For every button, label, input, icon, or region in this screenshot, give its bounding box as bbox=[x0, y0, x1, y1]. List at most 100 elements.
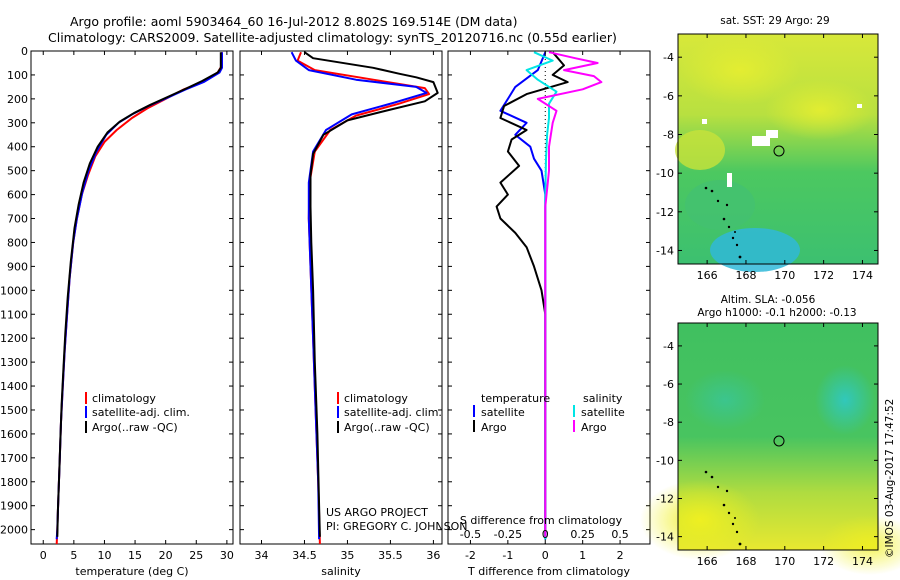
y-tick-label: 1500 bbox=[0, 404, 28, 417]
sst-map-title: sat. SST: 29 Argo: 29 bbox=[720, 15, 830, 27]
y-tick-label: 1400 bbox=[0, 380, 28, 393]
map-y-tick-label: -14 bbox=[656, 531, 674, 544]
map-y-tick-label: -12 bbox=[656, 492, 674, 505]
argo-location-marker bbox=[773, 145, 785, 157]
x-tick-label: 20 bbox=[159, 549, 173, 562]
legend-sal-argo-label: Argo bbox=[581, 421, 607, 434]
map-y-tick-label: -6 bbox=[663, 378, 674, 391]
sst-map-axes: 166 168 170 172 174 -4 -6 -8 -10 -12 -14 bbox=[656, 34, 878, 282]
legend-salinity-title: salinity bbox=[583, 392, 623, 405]
series-line-temperature-argo bbox=[495, 51, 569, 537]
y-tick-label: 1000 bbox=[0, 284, 28, 297]
figure-title-line1: Argo profile: aoml 5903464_60 16-Jul-201… bbox=[70, 14, 517, 29]
x-tick-label: 34 bbox=[254, 549, 268, 562]
secondary-x-tick-label: 0.5 bbox=[611, 528, 629, 541]
sst-map bbox=[675, 33, 879, 272]
temperature-xlabel: temperature (deg C) bbox=[75, 565, 188, 578]
y-tick-label: 800 bbox=[7, 236, 28, 249]
series-line-climatology bbox=[55, 52, 223, 544]
map-y-tick-label: -10 bbox=[656, 167, 674, 180]
legend-argo-label: Argo(..raw -QC) bbox=[92, 421, 178, 434]
map-y-tick-label: -4 bbox=[663, 51, 674, 64]
depth-axis-labels: 0 100 200 300 400 500 600 700 800 900 1000 1100 1200… bbox=[0, 45, 28, 537]
y-tick-label: 700 bbox=[7, 213, 28, 226]
y-tick-label: 2000 bbox=[0, 524, 28, 537]
legend-climatology-label: climatology bbox=[92, 392, 156, 405]
imos-credit: ©IMOS 03-Aug-2017 17:47:52 bbox=[884, 399, 896, 558]
series-line-argo-raw-qc bbox=[56, 52, 222, 537]
secondary-x-tick-label: 0 bbox=[542, 528, 549, 541]
secondary-x-tick-label: 0.25 bbox=[570, 528, 595, 541]
series-line-satellite-adj-clim bbox=[55, 52, 223, 540]
y-tick-label: 1800 bbox=[0, 476, 28, 489]
legend-temp-satellite-label: satellite bbox=[481, 406, 525, 419]
x-tick-label: 25 bbox=[189, 549, 203, 562]
salinity-xlabel: salinity bbox=[321, 565, 361, 578]
axis-ticks: 0 5 10 15 20 25 30 34 34.5 35 35.5 36 -2 -1 0 1 2 -0.5 -0.… bbox=[31, 50, 650, 562]
pi-annotation: PI: GREGORY C. JOHNSON bbox=[326, 520, 467, 533]
x-tick-label: 15 bbox=[128, 549, 142, 562]
legend-climatology-label: climatology bbox=[344, 392, 408, 405]
x-tick-label: 35 bbox=[340, 549, 354, 562]
argo-location-marker bbox=[773, 435, 785, 447]
difference-legend: temperature salinity satellite Argo sate… bbox=[473, 392, 625, 434]
x-tick-label: 35.5 bbox=[378, 549, 403, 562]
y-tick-label: 100 bbox=[7, 69, 28, 82]
map-x-tick-label: 172 bbox=[813, 269, 834, 282]
y-tick-label: 1900 bbox=[0, 500, 28, 513]
sla-map bbox=[640, 322, 900, 575]
difference-panel-frame bbox=[447, 50, 651, 545]
map-y-tick-label: -4 bbox=[663, 340, 674, 353]
map-x-tick-label: 166 bbox=[697, 269, 718, 282]
y-tick-label: 300 bbox=[7, 117, 28, 130]
sla-map-title-line1: Altim. SLA: -0.056 bbox=[721, 294, 816, 306]
map-x-tick-label: 174 bbox=[852, 555, 873, 568]
y-tick-label: 400 bbox=[7, 141, 28, 154]
map-y-tick-label: -8 bbox=[663, 416, 674, 429]
series-line-satellite-adj-clim bbox=[290, 51, 428, 540]
series-line-argo-raw-qc bbox=[303, 51, 439, 537]
y-tick-label: 0 bbox=[21, 45, 28, 58]
x-tick-label: 30 bbox=[220, 549, 234, 562]
map-x-tick-label: 170 bbox=[774, 269, 795, 282]
y-tick-label: 900 bbox=[7, 260, 28, 273]
legend-temperature-title: temperature bbox=[481, 392, 550, 405]
legend-sal-satellite-label: satellite bbox=[581, 406, 625, 419]
map-x-tick-label: 166 bbox=[697, 555, 718, 568]
legend-argo-label: Argo(..raw -QC) bbox=[344, 421, 430, 434]
map-x-tick-label: 172 bbox=[813, 555, 834, 568]
map-x-tick-label: 170 bbox=[774, 555, 795, 568]
temperature-panel-frame bbox=[30, 50, 234, 545]
x-tick-label: -1 bbox=[502, 549, 513, 562]
map-y-tick-label: -8 bbox=[663, 129, 674, 142]
series-line-temperature-satellite bbox=[499, 51, 547, 540]
map-y-tick-label: -10 bbox=[656, 454, 674, 467]
y-tick-label: 1100 bbox=[0, 308, 28, 321]
difference-plot bbox=[495, 51, 603, 544]
x-tick-label: 10 bbox=[97, 549, 111, 562]
project-annotation: US ARGO PROJECT bbox=[326, 506, 428, 519]
x-tick-label: 34.5 bbox=[292, 549, 317, 562]
y-tick-label: 1200 bbox=[0, 332, 28, 345]
x-tick-label: -2 bbox=[465, 549, 476, 562]
salinity-legend: climatology satellite-adj. clim. Argo(..… bbox=[337, 392, 442, 434]
difference-top-xlabel: S difference from climatology bbox=[460, 514, 623, 527]
sla-map-axes: 166 168 170 172 174 -4 -6 -8 -10 -12 -14 bbox=[656, 323, 878, 568]
y-tick-label: 500 bbox=[7, 165, 28, 178]
secondary-x-tick-label: -0.5 bbox=[460, 528, 481, 541]
series-line-salinity-argo bbox=[536, 51, 603, 537]
y-tick-label: 200 bbox=[7, 93, 28, 106]
map-y-tick-label: -14 bbox=[656, 244, 674, 257]
x-tick-label: 0 bbox=[40, 549, 47, 562]
x-tick-label: 0 bbox=[542, 549, 549, 562]
y-tick-label: 1600 bbox=[0, 428, 28, 441]
secondary-x-tick-label: -0.25 bbox=[494, 528, 522, 541]
temperature-plot bbox=[55, 52, 223, 544]
legend-temp-argo-label: Argo bbox=[481, 421, 507, 434]
sla-map-title-line2: Argo h1000: -0.1 h2000: -0.13 bbox=[697, 307, 856, 319]
map-y-tick-label: -12 bbox=[656, 206, 674, 219]
map-y-tick-label: -6 bbox=[663, 90, 674, 103]
salinity-panel-frame bbox=[239, 50, 443, 545]
y-tick-label: 1700 bbox=[0, 452, 28, 465]
